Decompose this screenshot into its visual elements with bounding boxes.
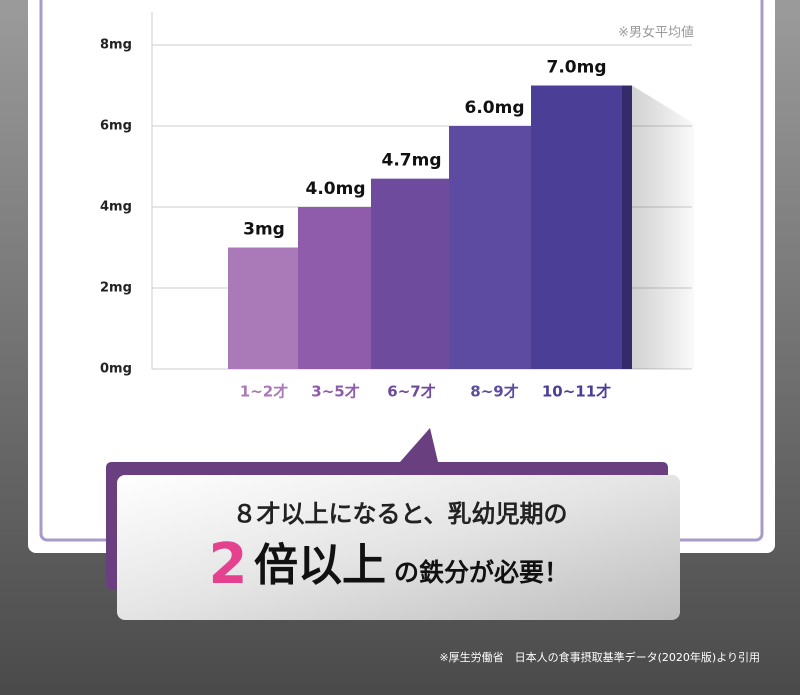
y-tick-label: 8mg [100, 38, 132, 53]
y-tick-label: 2mg [100, 281, 132, 296]
bar [228, 247, 300, 369]
plot: 0mg 2mg 4mg 6mg 8mg 3mg 1~2才 4.0mg 3~5才 4.7mg 6~7才… [100, 12, 694, 401]
x-tick-label: 3~5才 [311, 383, 359, 401]
value-label: 3mg [243, 220, 285, 240]
bar [371, 178, 452, 369]
bar-side [622, 85, 632, 369]
bar-shadow [632, 85, 694, 369]
x-tick-label: 10~11才 [542, 383, 611, 401]
x-tick-label: 6~7才 [387, 383, 435, 401]
callout-number: 2 [209, 532, 248, 597]
y-tick-label: 4mg [100, 200, 132, 215]
value-label: 4.0mg [306, 179, 366, 199]
value-label: 7.0mg [547, 58, 607, 78]
value-label: 4.7mg [382, 151, 442, 171]
callout-box [117, 475, 680, 620]
bar [298, 207, 373, 369]
note: ※男女平均値 [618, 25, 694, 41]
callout-line1: ８才以上になると、乳幼児期の [232, 500, 567, 528]
bar [531, 85, 622, 369]
callout-line2: の鉄分が必要！ [394, 558, 569, 587]
x-tick-label: 8~9才 [470, 383, 518, 401]
bar [449, 126, 540, 369]
source: ※厚生労働省 日本人の食事摂取基準データ(2020年版)より引用 [439, 650, 760, 664]
value-label: 6.0mg [465, 98, 525, 118]
y-tick-label: 0mg [100, 362, 132, 377]
callout-emphasis: 倍以上 [254, 540, 386, 591]
y-tick-label: 6mg [100, 119, 132, 134]
x-tick-label: 1~2才 [240, 383, 288, 401]
